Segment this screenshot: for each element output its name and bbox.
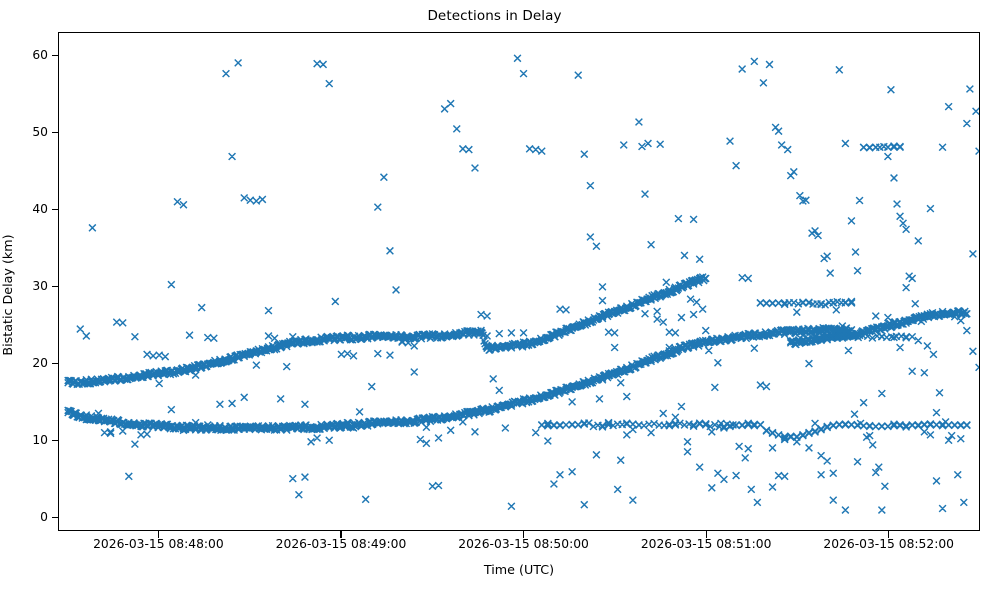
x-tick-mark (340, 531, 342, 538)
y-tick-mark (51, 362, 58, 364)
y-tick-label: 30 (32, 279, 48, 294)
x-tick-mark (888, 531, 890, 538)
y-tick-label: 10 (32, 433, 48, 448)
x-tick-label: 2026-03-15 08:49:00 (275, 537, 407, 551)
plot-area (58, 32, 980, 531)
y-tick-label: 0 (40, 510, 48, 525)
scatter-series-group (64, 54, 979, 514)
scatter-series-noise-detections (70, 54, 979, 514)
y-tick-mark (51, 285, 58, 287)
x-tick-label: 2026-03-15 08:50:00 (458, 537, 589, 551)
y-tick-mark (51, 54, 58, 56)
chart-title: Detections in Delay (427, 8, 562, 24)
y-tick-label: 50 (32, 125, 48, 140)
y-axis-tick-labels: 0 10 20 30 40 50 60 (0, 0, 48, 590)
y-tick-label: 40 (32, 202, 48, 217)
y-tick-mark (51, 439, 58, 441)
scatter-series-clutter-band-high-dense (756, 142, 911, 342)
y-tick-mark (51, 131, 58, 133)
y-tick-label: 60 (32, 48, 48, 63)
x-tick-label: 2026-03-15 08:52:00 (823, 537, 955, 551)
y-tick-label: 20 (32, 356, 48, 371)
y-tick-mark (51, 516, 58, 518)
x-tick-label: 2026-03-15 08:48:00 (93, 537, 224, 551)
x-tick-mark (157, 531, 159, 538)
scatter-series-target-track-2-dense (64, 323, 855, 435)
x-tick-mark (523, 531, 525, 538)
scatter-series-target-track-1-dense (64, 273, 709, 389)
x-tick-mark (705, 531, 707, 538)
scatter-points-layer (64, 54, 979, 514)
scatter-series-clutter-band-dense (537, 419, 971, 442)
y-tick-mark (51, 208, 58, 210)
x-axis-label: Time (UTC) (483, 562, 555, 577)
x-tick-label: 2026-03-15 08:51:00 (640, 537, 772, 551)
